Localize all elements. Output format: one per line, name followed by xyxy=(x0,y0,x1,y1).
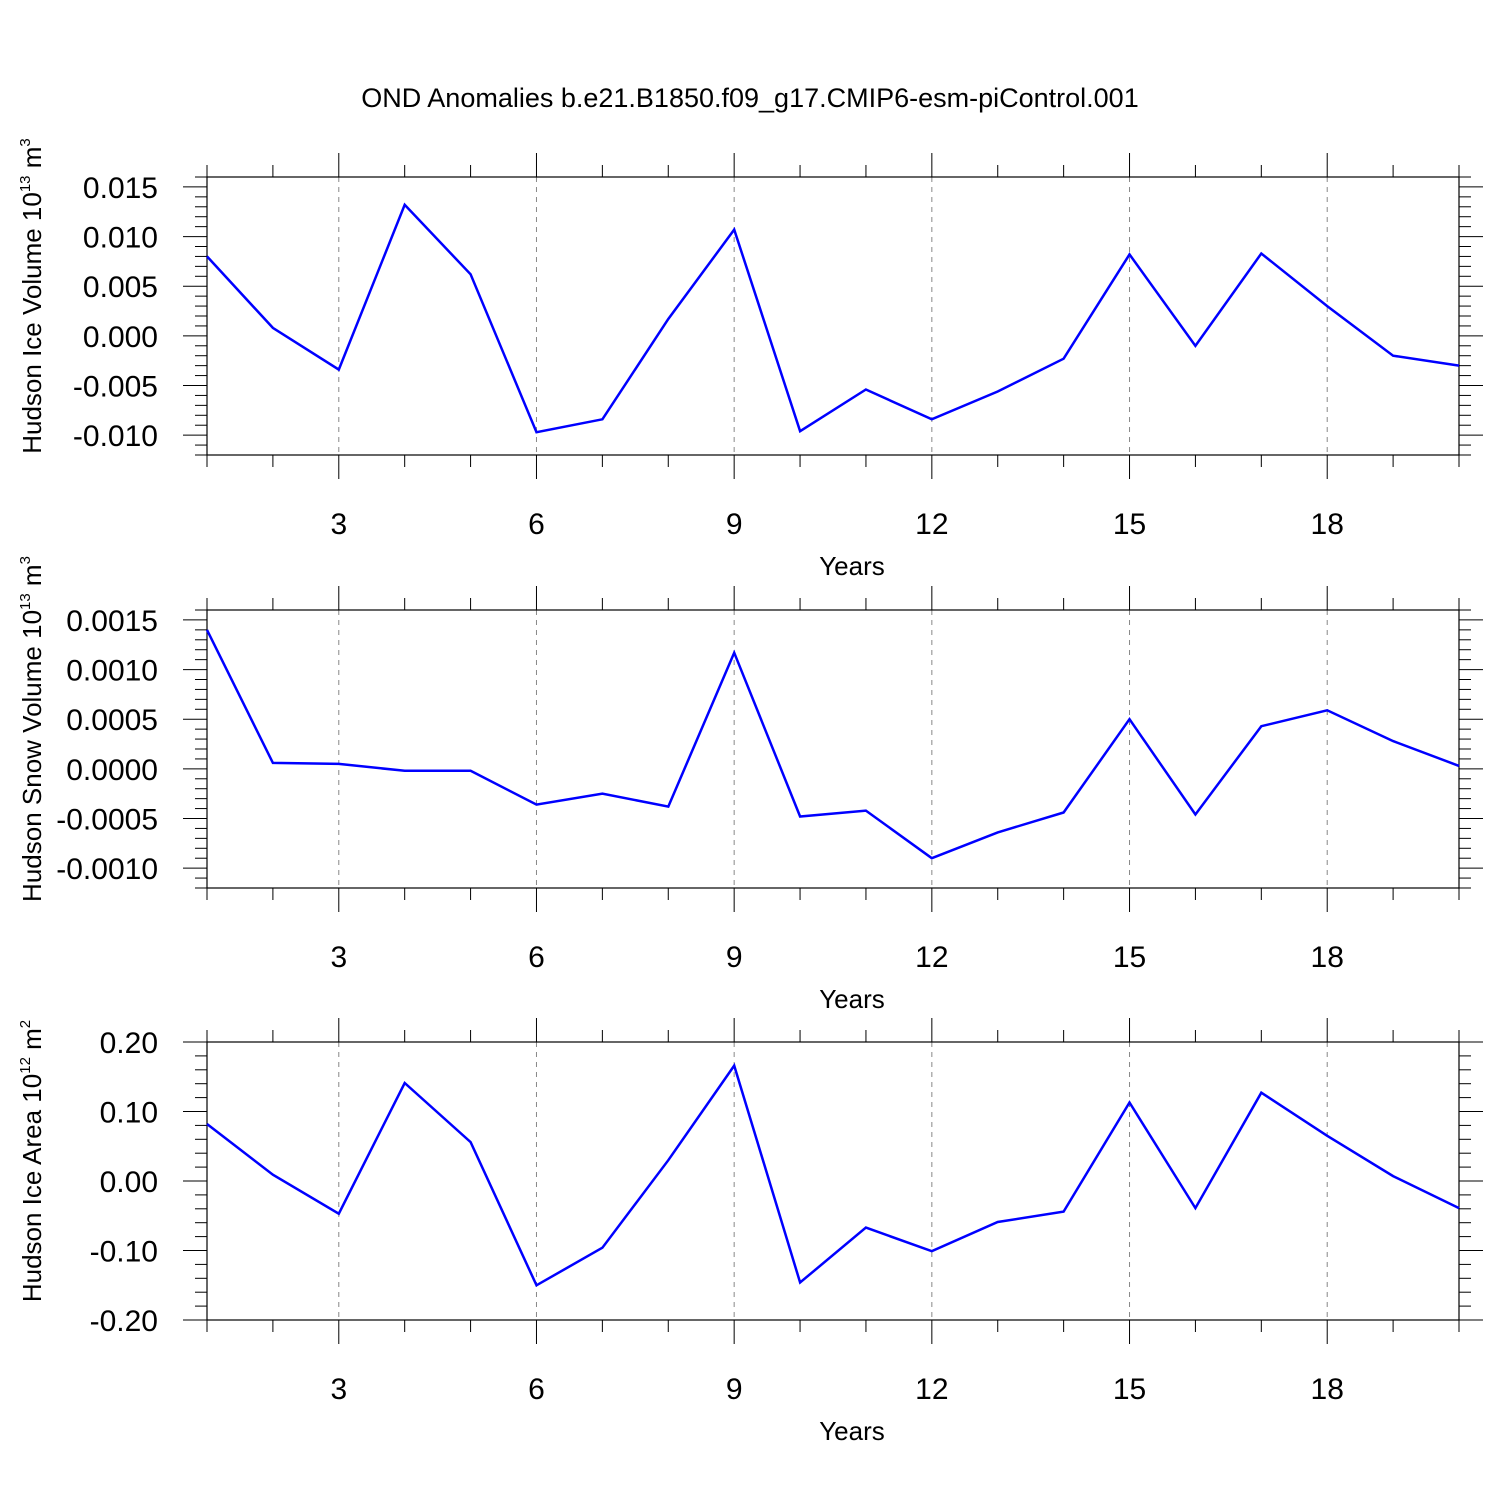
x-tick-label: 18 xyxy=(1311,508,1344,541)
x-tick-label: 6 xyxy=(528,1373,545,1406)
x-tick-label: 15 xyxy=(1113,941,1146,974)
y-axis-label-exponent: 3 xyxy=(17,556,34,564)
y-tick-label: 0.005 xyxy=(83,271,158,304)
x-tick-label: 9 xyxy=(726,1373,743,1406)
x-tick-label: 3 xyxy=(330,508,347,541)
x-tick-label: 9 xyxy=(726,508,743,541)
series-line xyxy=(205,629,1460,860)
x-tick-label: 6 xyxy=(528,508,545,541)
x-axis-label: Years xyxy=(819,1416,885,1446)
y-tick-label: 0.010 xyxy=(83,222,158,255)
y-axis-label-part: m xyxy=(17,1028,47,1057)
y-axis-label: Hudson Snow Volume 1013 m3 xyxy=(17,556,47,902)
x-tick-label: 18 xyxy=(1311,1373,1344,1406)
panel-1: 3 6 9 12 15 18 -0.010 -0.005 0.000 0.005 0.010 0.01… xyxy=(17,138,1483,581)
y-axis-label-exponent: 12 xyxy=(17,1057,34,1074)
y-axis-label-part: Hudson Ice Area 10 xyxy=(17,1074,47,1302)
y-tick-label: -0.10 xyxy=(90,1236,158,1269)
x-tick-label: 3 xyxy=(330,941,347,974)
y-axis-label: Hudson Ice Area 1012 m2 xyxy=(17,1020,47,1302)
x-tick-label: 15 xyxy=(1113,508,1146,541)
y-tick-label: 0.00 xyxy=(100,1166,158,1199)
y-axis-label-exponent: 3 xyxy=(17,138,34,146)
y-axis-label-exponent: 2 xyxy=(17,1020,34,1028)
y-tick-label: 0.0000 xyxy=(66,754,158,787)
y-tick-label: 0.015 xyxy=(83,172,158,205)
y-tick-label: -0.20 xyxy=(90,1305,158,1338)
y-axis-label-exponent: 13 xyxy=(17,175,34,192)
y-axis-label-part: Hudson Snow Volume 10 xyxy=(17,610,47,902)
x-tick-label: 12 xyxy=(915,941,948,974)
y-tick-label: 0.0010 xyxy=(66,655,158,688)
x-tick-label: 15 xyxy=(1113,1373,1146,1406)
y-axis-label-part: m xyxy=(17,564,47,593)
x-tick-label: 3 xyxy=(330,1373,347,1406)
panel-3: 3 6 9 12 15 18 -0.20 -0.10 0.00 0.10 0.20 Years Huds… xyxy=(17,1018,1483,1446)
series-line xyxy=(206,1062,1460,1288)
x-axis-label: Years xyxy=(819,984,885,1014)
y-axis-label-exponent: 13 xyxy=(17,593,34,610)
x-axis-label: Years xyxy=(819,551,885,581)
y-tick-label: -0.010 xyxy=(73,420,158,453)
y-axis-label-part: Hudson Ice Volume 10 xyxy=(17,192,47,454)
y-tick-label: 0.0005 xyxy=(66,704,158,737)
series-line xyxy=(206,202,1460,434)
y-tick-label: 0.20 xyxy=(100,1027,158,1060)
y-tick-label: -0.0005 xyxy=(56,804,158,837)
chart-title: OND Anomalies b.e21.B1850.f09_g17.CMIP6-… xyxy=(361,83,1138,113)
x-tick-label: 12 xyxy=(915,1373,948,1406)
y-tick-label: -0.0010 xyxy=(56,853,158,886)
x-tick-label: 18 xyxy=(1311,941,1344,974)
y-axis-label: Hudson Ice Volume 1013 m3 xyxy=(17,138,47,454)
x-tick-label: 6 xyxy=(528,941,545,974)
panel-2: 3 6 9 12 15 18 -0.0010 -0.0005 0.0000 0.0005 0.001… xyxy=(17,556,1483,1014)
x-tick-label: 9 xyxy=(726,941,743,974)
y-tick-label: 0.000 xyxy=(83,321,158,354)
y-axis-label-part: m xyxy=(17,147,47,176)
y-tick-label: -0.005 xyxy=(73,371,158,404)
y-tick-label: 0.10 xyxy=(100,1097,158,1130)
x-tick-label: 12 xyxy=(915,508,948,541)
y-tick-label: 0.0015 xyxy=(66,605,158,638)
